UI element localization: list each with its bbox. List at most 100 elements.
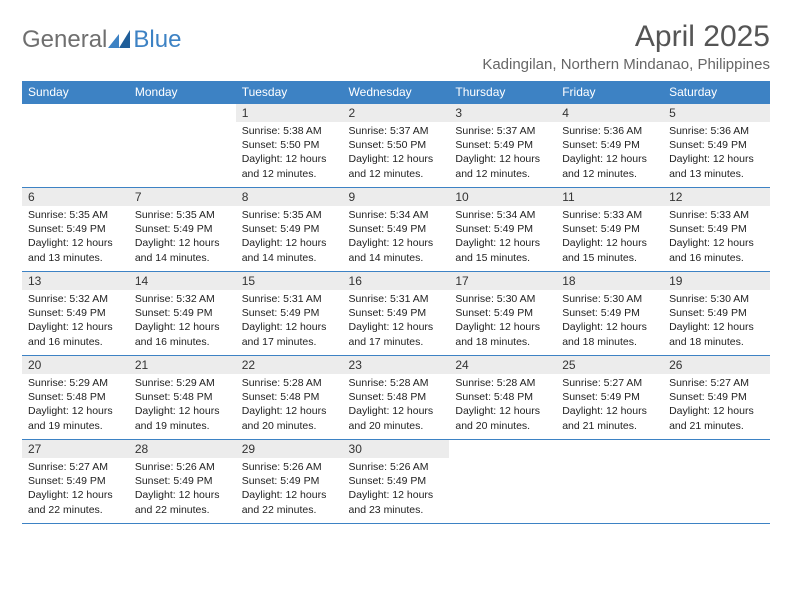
day-content: Sunrise: 5:32 AMSunset: 5:49 PMDaylight:… (129, 290, 236, 353)
daylight-line: Daylight: 12 hours and 14 minutes. (242, 236, 337, 264)
sunrise-line: Sunrise: 5:37 AM (349, 124, 444, 138)
day-content: Sunrise: 5:31 AMSunset: 5:49 PMDaylight:… (343, 290, 450, 353)
day-content: Sunrise: 5:30 AMSunset: 5:49 PMDaylight:… (449, 290, 556, 353)
calendar-cell: 24Sunrise: 5:28 AMSunset: 5:48 PMDayligh… (449, 356, 556, 440)
sunset-line: Sunset: 5:49 PM (242, 474, 337, 488)
daylight-line: Daylight: 12 hours and 22 minutes. (135, 488, 230, 516)
day-content: Sunrise: 5:26 AMSunset: 5:49 PMDaylight:… (343, 458, 450, 521)
sunset-line: Sunset: 5:49 PM (349, 306, 444, 320)
day-content: Sunrise: 5:27 AMSunset: 5:49 PMDaylight:… (22, 458, 129, 521)
daylight-line: Daylight: 12 hours and 13 minutes. (28, 236, 123, 264)
sunrise-line: Sunrise: 5:32 AM (28, 292, 123, 306)
day-number: 21 (129, 356, 236, 374)
sunrise-line: Sunrise: 5:30 AM (562, 292, 657, 306)
sunrise-line: Sunrise: 5:34 AM (349, 208, 444, 222)
day-number: 11 (556, 188, 663, 206)
sunrise-line: Sunrise: 5:38 AM (242, 124, 337, 138)
sunrise-line: Sunrise: 5:31 AM (349, 292, 444, 306)
sunrise-line: Sunrise: 5:33 AM (669, 208, 764, 222)
calendar-cell: 23Sunrise: 5:28 AMSunset: 5:48 PMDayligh… (343, 356, 450, 440)
sunset-line: Sunset: 5:49 PM (455, 306, 550, 320)
calendar-cell: 6Sunrise: 5:35 AMSunset: 5:49 PMDaylight… (22, 188, 129, 272)
daylight-line: Daylight: 12 hours and 19 minutes. (28, 404, 123, 432)
calendar-cell: 12Sunrise: 5:33 AMSunset: 5:49 PMDayligh… (663, 188, 770, 272)
logo-triangle-icon (108, 27, 130, 55)
calendar-cell: 17Sunrise: 5:30 AMSunset: 5:49 PMDayligh… (449, 272, 556, 356)
daylight-line: Daylight: 12 hours and 23 minutes. (349, 488, 444, 516)
day-number: 27 (22, 440, 129, 458)
day-number: 30 (343, 440, 450, 458)
sunrise-line: Sunrise: 5:29 AM (28, 376, 123, 390)
calendar-cell: 28Sunrise: 5:26 AMSunset: 5:49 PMDayligh… (129, 440, 236, 524)
sunset-line: Sunset: 5:49 PM (562, 390, 657, 404)
day-content: Sunrise: 5:32 AMSunset: 5:49 PMDaylight:… (22, 290, 129, 353)
weekday-header: Friday (556, 81, 663, 104)
calendar-cell: 13Sunrise: 5:32 AMSunset: 5:49 PMDayligh… (22, 272, 129, 356)
sunrise-line: Sunrise: 5:26 AM (349, 460, 444, 474)
day-number: 14 (129, 272, 236, 290)
calendar-cell: 16Sunrise: 5:31 AMSunset: 5:49 PMDayligh… (343, 272, 450, 356)
daylight-line: Daylight: 12 hours and 18 minutes. (669, 320, 764, 348)
daylight-line: Daylight: 12 hours and 15 minutes. (562, 236, 657, 264)
sunrise-line: Sunrise: 5:36 AM (669, 124, 764, 138)
daylight-line: Daylight: 12 hours and 12 minutes. (562, 152, 657, 180)
sunset-line: Sunset: 5:49 PM (669, 390, 764, 404)
daylight-line: Daylight: 12 hours and 21 minutes. (669, 404, 764, 432)
day-content: Sunrise: 5:28 AMSunset: 5:48 PMDaylight:… (343, 374, 450, 437)
daylight-line: Daylight: 12 hours and 18 minutes. (562, 320, 657, 348)
daylight-line: Daylight: 12 hours and 17 minutes. (242, 320, 337, 348)
sunset-line: Sunset: 5:49 PM (135, 306, 230, 320)
day-content: Sunrise: 5:29 AMSunset: 5:48 PMDaylight:… (129, 374, 236, 437)
day-content: Sunrise: 5:27 AMSunset: 5:49 PMDaylight:… (663, 374, 770, 437)
calendar-cell: 0 (449, 440, 556, 524)
sunset-line: Sunset: 5:49 PM (135, 474, 230, 488)
sunrise-line: Sunrise: 5:34 AM (455, 208, 550, 222)
day-content: Sunrise: 5:37 AMSunset: 5:49 PMDaylight:… (449, 122, 556, 185)
day-content: Sunrise: 5:37 AMSunset: 5:50 PMDaylight:… (343, 122, 450, 185)
calendar-cell: 11Sunrise: 5:33 AMSunset: 5:49 PMDayligh… (556, 188, 663, 272)
day-number: 18 (556, 272, 663, 290)
sunrise-line: Sunrise: 5:26 AM (242, 460, 337, 474)
day-content: Sunrise: 5:31 AMSunset: 5:49 PMDaylight:… (236, 290, 343, 353)
calendar-cell: 26Sunrise: 5:27 AMSunset: 5:49 PMDayligh… (663, 356, 770, 440)
daylight-line: Daylight: 12 hours and 20 minutes. (455, 404, 550, 432)
day-content: Sunrise: 5:30 AMSunset: 5:49 PMDaylight:… (556, 290, 663, 353)
day-content: Sunrise: 5:26 AMSunset: 5:49 PMDaylight:… (129, 458, 236, 521)
weekday-header: Sunday (22, 81, 129, 104)
sunrise-line: Sunrise: 5:26 AM (135, 460, 230, 474)
sunrise-line: Sunrise: 5:27 AM (28, 460, 123, 474)
day-number: 26 (663, 356, 770, 374)
calendar-cell: 3Sunrise: 5:37 AMSunset: 5:49 PMDaylight… (449, 104, 556, 188)
calendar-cell: 9Sunrise: 5:34 AMSunset: 5:49 PMDaylight… (343, 188, 450, 272)
calendar-cell: 30Sunrise: 5:26 AMSunset: 5:49 PMDayligh… (343, 440, 450, 524)
calendar-table: SundayMondayTuesdayWednesdayThursdayFrid… (22, 81, 770, 524)
calendar-cell: 19Sunrise: 5:30 AMSunset: 5:49 PMDayligh… (663, 272, 770, 356)
sunset-line: Sunset: 5:49 PM (562, 306, 657, 320)
calendar-cell: 8Sunrise: 5:35 AMSunset: 5:49 PMDaylight… (236, 188, 343, 272)
logo-text-general: General (22, 26, 107, 54)
sunset-line: Sunset: 5:48 PM (28, 390, 123, 404)
calendar-cell: 4Sunrise: 5:36 AMSunset: 5:49 PMDaylight… (556, 104, 663, 188)
sunset-line: Sunset: 5:49 PM (242, 306, 337, 320)
header: GeneralBlue April 2025 Kadingilan, North… (22, 20, 770, 73)
sunrise-line: Sunrise: 5:31 AM (242, 292, 337, 306)
day-content: Sunrise: 5:33 AMSunset: 5:49 PMDaylight:… (556, 206, 663, 269)
day-number: 23 (343, 356, 450, 374)
sunset-line: Sunset: 5:49 PM (349, 474, 444, 488)
day-number: 5 (663, 104, 770, 122)
day-number: 24 (449, 356, 556, 374)
sunrise-line: Sunrise: 5:35 AM (28, 208, 123, 222)
weekday-header: Tuesday (236, 81, 343, 104)
calendar-body: 0 0 1Sunrise: 5:38 AMSunset: 5:50 PMDayl… (22, 104, 770, 524)
day-content: Sunrise: 5:26 AMSunset: 5:49 PMDaylight:… (236, 458, 343, 521)
sunset-line: Sunset: 5:49 PM (669, 306, 764, 320)
day-number: 2 (343, 104, 450, 122)
logo-text-blue: Blue (133, 26, 181, 54)
daylight-line: Daylight: 12 hours and 12 minutes. (349, 152, 444, 180)
day-content: Sunrise: 5:33 AMSunset: 5:49 PMDaylight:… (663, 206, 770, 269)
sunset-line: Sunset: 5:50 PM (349, 138, 444, 152)
day-number: 22 (236, 356, 343, 374)
day-number: 20 (22, 356, 129, 374)
sunset-line: Sunset: 5:49 PM (28, 306, 123, 320)
daylight-line: Daylight: 12 hours and 20 minutes. (349, 404, 444, 432)
